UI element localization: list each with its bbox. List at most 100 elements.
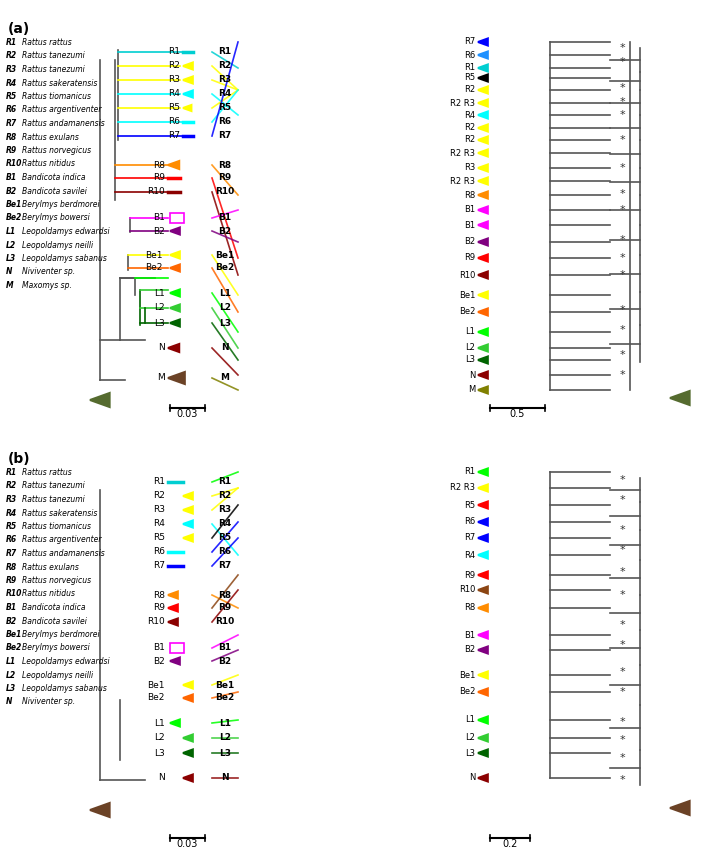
Text: Be2: Be2: [459, 308, 475, 316]
Polygon shape: [478, 271, 488, 278]
Text: L2: L2: [6, 671, 16, 679]
Text: R9: R9: [6, 576, 17, 585]
Polygon shape: [170, 320, 180, 326]
Polygon shape: [478, 165, 488, 172]
Polygon shape: [478, 100, 488, 107]
Text: R3: R3: [153, 505, 165, 515]
Text: B2: B2: [6, 186, 17, 196]
Text: L1: L1: [6, 657, 16, 666]
Text: B2: B2: [153, 227, 165, 235]
Text: R8: R8: [6, 563, 17, 571]
Text: Rattus andamanensis: Rattus andamanensis: [22, 549, 104, 558]
Text: *: *: [620, 753, 626, 763]
Polygon shape: [478, 149, 488, 156]
Text: R1: R1: [464, 64, 475, 72]
Text: R5: R5: [168, 103, 180, 113]
Text: Rattus rattus: Rattus rattus: [22, 38, 72, 47]
Text: B2: B2: [218, 227, 232, 235]
Polygon shape: [170, 289, 180, 296]
Text: B1: B1: [218, 643, 232, 653]
Polygon shape: [670, 801, 690, 815]
Text: N: N: [158, 773, 165, 783]
Text: B1: B1: [153, 214, 165, 222]
Text: R2: R2: [6, 52, 17, 60]
Text: Be1: Be1: [6, 630, 22, 639]
Text: M: M: [220, 374, 230, 382]
Text: Rattus sakeratensis: Rattus sakeratensis: [22, 509, 97, 517]
Text: R10: R10: [148, 187, 165, 197]
Text: *: *: [620, 717, 626, 727]
Text: R7: R7: [6, 119, 17, 128]
Text: Rattus sakeratensis: Rattus sakeratensis: [22, 78, 97, 88]
Text: Be1: Be1: [459, 671, 475, 679]
Polygon shape: [168, 344, 179, 352]
Polygon shape: [478, 750, 488, 757]
Polygon shape: [183, 681, 193, 689]
Polygon shape: [90, 393, 109, 407]
Text: Rattus rattus: Rattus rattus: [22, 468, 72, 477]
Text: R9: R9: [218, 174, 232, 182]
Text: Be2: Be2: [215, 264, 235, 272]
Text: R8: R8: [218, 590, 232, 600]
Text: L3: L3: [154, 319, 165, 327]
Text: Bandicota savilei: Bandicota savilei: [22, 617, 87, 625]
Text: *: *: [620, 57, 626, 67]
Polygon shape: [478, 291, 488, 298]
Text: N: N: [469, 773, 475, 783]
Polygon shape: [478, 689, 488, 696]
Text: Niviventer sp.: Niviventer sp.: [22, 267, 75, 277]
Text: Be1: Be1: [215, 680, 235, 690]
Polygon shape: [478, 192, 488, 198]
Text: R5: R5: [218, 103, 232, 113]
Text: (b): (b): [8, 452, 31, 466]
Text: *: *: [620, 640, 626, 650]
Text: R8: R8: [6, 132, 17, 142]
Text: L1: L1: [6, 227, 16, 236]
Text: Rattus norvegicus: Rattus norvegicus: [22, 576, 91, 585]
Polygon shape: [90, 803, 109, 817]
Text: M: M: [157, 374, 165, 382]
Text: L3: L3: [154, 748, 165, 758]
Polygon shape: [183, 734, 193, 741]
Text: B1: B1: [6, 173, 17, 182]
Text: R2: R2: [218, 491, 232, 501]
Text: *: *: [620, 495, 626, 505]
Text: R10: R10: [6, 589, 22, 599]
Text: R9: R9: [153, 174, 165, 182]
Text: L3: L3: [465, 748, 475, 758]
Text: R7: R7: [464, 533, 475, 543]
Text: R4: R4: [168, 89, 180, 99]
Text: Rattus tiomanicus: Rattus tiomanicus: [22, 522, 91, 531]
Text: L1: L1: [154, 289, 165, 297]
Text: Bandicota savilei: Bandicota savilei: [22, 186, 87, 196]
Text: R5: R5: [464, 74, 475, 82]
Text: L3: L3: [6, 254, 16, 263]
Text: L3: L3: [219, 319, 231, 327]
Polygon shape: [478, 222, 488, 228]
Polygon shape: [478, 52, 488, 58]
Polygon shape: [170, 657, 180, 665]
Polygon shape: [183, 507, 193, 514]
Text: *: *: [620, 83, 626, 93]
Text: R9: R9: [218, 604, 232, 612]
Text: R2: R2: [168, 62, 180, 70]
Text: *: *: [620, 775, 626, 785]
Polygon shape: [478, 775, 488, 782]
Text: Rattus tanezumi: Rattus tanezumi: [22, 482, 85, 490]
Polygon shape: [478, 87, 488, 94]
Polygon shape: [183, 492, 193, 499]
Text: Rattus exulans: Rattus exulans: [22, 563, 79, 571]
Text: *: *: [620, 189, 626, 199]
Text: R7: R7: [464, 38, 475, 46]
Polygon shape: [478, 734, 488, 741]
Text: R2 R3: R2 R3: [450, 149, 475, 157]
Polygon shape: [478, 551, 488, 558]
Text: L2: L2: [465, 734, 475, 742]
Text: L1: L1: [154, 718, 165, 728]
Text: L3: L3: [465, 356, 475, 364]
Text: R10: R10: [459, 271, 475, 279]
Text: R3: R3: [218, 505, 232, 515]
Polygon shape: [478, 178, 488, 185]
Text: R6: R6: [6, 535, 17, 545]
Text: R4: R4: [218, 89, 232, 99]
